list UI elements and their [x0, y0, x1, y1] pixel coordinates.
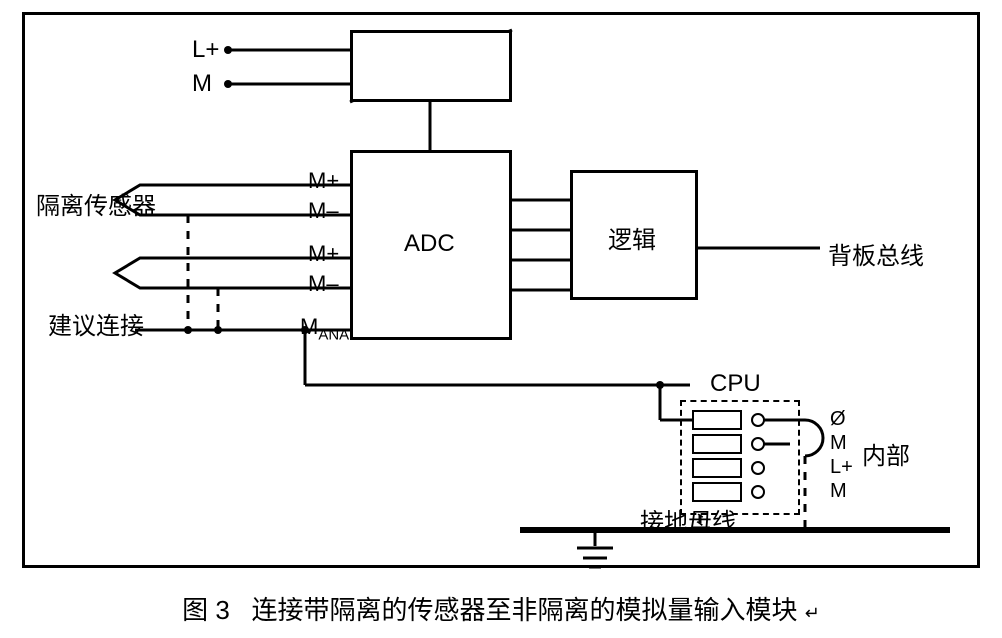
- label-sensor: 隔离传感器: [36, 186, 156, 221]
- cpu-terminal-1: [692, 410, 742, 430]
- label-Lplus: L+: [192, 36, 219, 64]
- caption-prefix: 图 3: [182, 595, 230, 625]
- label-bus: 背板总线: [828, 236, 924, 271]
- label-M: M: [192, 70, 212, 98]
- label-Mplus-2: M+: [308, 241, 339, 267]
- cpu-terminal-2: [692, 434, 742, 454]
- label-term-M1: M: [830, 432, 847, 455]
- label-internal: 内部: [862, 436, 910, 471]
- label-Mana: MANA: [300, 314, 349, 343]
- label-term-M2: M: [830, 480, 847, 503]
- label-Mminus-1: M–: [308, 198, 339, 224]
- label-Mminus-2: M–: [308, 271, 339, 297]
- caption-text: 连接带隔离的传感器至非隔离的模拟量输入模块: [252, 595, 798, 625]
- label-Mplus-1: M+: [308, 168, 339, 194]
- label-term-O: Ø: [830, 408, 846, 431]
- label-term-Lp: L+: [830, 456, 853, 479]
- diagram-canvas: L+ M 隔离传感器 建议连接 M+ M– M+ M– MANA ADC 逻辑 …: [0, 0, 1002, 638]
- caption-suffix: ↵: [805, 603, 820, 623]
- label-suggest: 建议连接: [48, 306, 144, 341]
- label-Mana-sub: ANA: [318, 326, 349, 343]
- cpu-terminal-3: [692, 458, 742, 478]
- label-cpu: CPU: [710, 370, 761, 398]
- label-Mana-M: M: [300, 314, 318, 339]
- psu-block: [350, 30, 512, 102]
- cpu-terminal-4: [692, 482, 742, 502]
- label-logic: 逻辑: [608, 220, 656, 255]
- figure-caption: 图 3 连接带隔离的传感器至非隔离的模拟量输入模块 ↵: [0, 590, 1002, 627]
- label-ground-bus: 接地母线: [640, 502, 736, 537]
- label-adc: ADC: [404, 230, 455, 258]
